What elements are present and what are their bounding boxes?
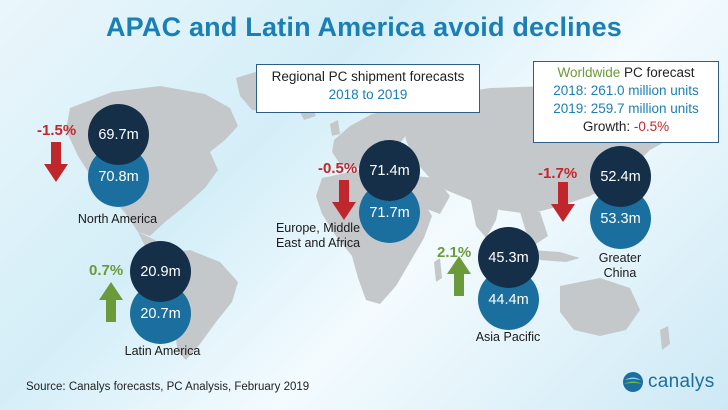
worldwide-forecast-box: Worldwide PC forecast 2018: 261.0 millio…	[533, 61, 719, 143]
up-arrow-icon	[99, 282, 123, 322]
label-emea: Europe, Middle East and Africa	[262, 221, 374, 251]
canalys-logo: canalys	[622, 371, 715, 393]
growth-north-america: -1.5%	[37, 122, 77, 139]
growth-label: Growth:	[582, 119, 634, 134]
worldwide-label: Worldwide	[557, 65, 621, 80]
source-note: Source: Canalys forecasts, PC Analysis, …	[26, 381, 310, 393]
worldwide-box-title: Worldwide PC forecast	[534, 64, 718, 82]
growth-emea: -0.5%	[318, 160, 358, 177]
regional-box-period: 2018 to 2019	[328, 87, 408, 102]
regional-box-title: Regional PC shipment forecasts	[271, 69, 465, 84]
label-asia-pacific: Asia Pacific	[475, 330, 541, 344]
value-2018-asia-pacific: 45.3m	[478, 227, 539, 288]
logo-text: canalys	[648, 371, 715, 392]
value-2018-north-america: 69.7m	[88, 104, 149, 165]
logo-globe-icon	[623, 372, 643, 392]
label-north-america: North America	[77, 212, 158, 226]
worldwide-growth: Growth: -0.5%	[534, 118, 718, 136]
worldwide-2019: 2019: 259.7 million units	[553, 101, 699, 116]
label-greater-china-line2: China	[603, 266, 637, 280]
value-2018-emea: 71.4m	[359, 140, 420, 201]
label-emea-line2: East and Africa	[275, 236, 361, 250]
growth-latin-america: 0.7%	[89, 262, 124, 279]
down-arrow-icon	[44, 142, 68, 182]
down-arrow-icon	[332, 180, 356, 220]
label-greater-china: Greater China	[580, 251, 660, 281]
growth-asia-pacific: 2.1%	[437, 244, 472, 261]
label-emea-line1: Europe, Middle	[275, 221, 361, 235]
pc-forecast-label: PC forecast	[620, 65, 695, 80]
label-greater-china-line1: Greater	[598, 251, 642, 265]
up-arrow-icon	[447, 256, 471, 296]
page-title: APAC and Latin America avoid declines	[105, 12, 623, 42]
value-2018-greater-china: 52.4m	[590, 146, 651, 207]
down-arrow-icon	[551, 182, 575, 222]
growth-value: -0.5%	[633, 119, 670, 134]
worldwide-2018: 2018: 261.0 million units	[553, 83, 699, 98]
growth-greater-china: -1.7%	[538, 165, 578, 182]
regional-forecast-box: Regional PC shipment forecasts 2018 to 2…	[256, 64, 480, 113]
label-latin-america: Latin America	[124, 344, 201, 358]
value-2018-latin-america: 20.9m	[130, 241, 191, 302]
